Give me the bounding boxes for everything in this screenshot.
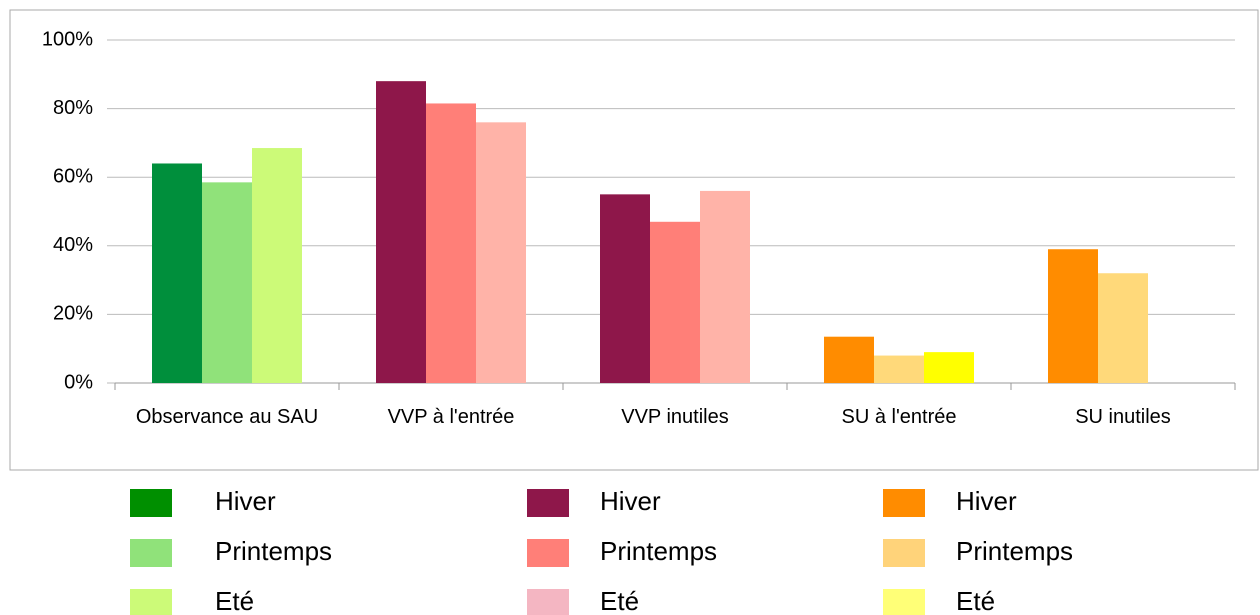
bar bbox=[824, 336, 874, 383]
legend-swatch bbox=[527, 489, 569, 517]
legend-swatch bbox=[527, 589, 569, 615]
legend-swatch bbox=[883, 589, 925, 615]
x-tick-label: VVP inutiles bbox=[621, 406, 729, 428]
x-tick-label: SU inutiles bbox=[1075, 406, 1171, 428]
bar bbox=[426, 103, 476, 383]
bar bbox=[252, 148, 302, 383]
bar bbox=[600, 194, 650, 383]
legend-label: Eté bbox=[956, 586, 995, 615]
legend-swatch bbox=[130, 489, 172, 517]
y-tick-label: 80% bbox=[53, 97, 93, 119]
legend-swatch bbox=[883, 539, 925, 567]
x-tick-label: VVP à l'entrée bbox=[387, 406, 515, 428]
plot-frame bbox=[9, 9, 1259, 471]
y-tick-label: 0% bbox=[64, 371, 93, 393]
legend-label: Printemps bbox=[215, 536, 332, 566]
y-tick-label: 20% bbox=[53, 303, 93, 325]
x-tick-label: Observance au SAU bbox=[135, 406, 319, 428]
bar bbox=[202, 182, 252, 383]
legend-label: Hiver bbox=[956, 486, 1017, 516]
legend-swatch bbox=[130, 539, 172, 567]
bar bbox=[1048, 249, 1098, 383]
bar bbox=[924, 352, 974, 383]
bar bbox=[650, 221, 700, 383]
legend-label: Printemps bbox=[600, 536, 717, 566]
bar bbox=[152, 163, 202, 383]
legend-label: Eté bbox=[600, 586, 639, 615]
legend-swatch bbox=[130, 589, 172, 615]
y-tick-label: 100% bbox=[42, 28, 93, 50]
bar bbox=[700, 190, 750, 383]
legend-swatch bbox=[527, 539, 569, 567]
bar bbox=[376, 81, 426, 383]
bar bbox=[476, 122, 526, 383]
bar bbox=[1098, 273, 1148, 383]
legend-label: Hiver bbox=[600, 486, 661, 516]
legend-label: Eté bbox=[215, 586, 254, 615]
legend-label: Hiver bbox=[215, 486, 276, 516]
bar bbox=[874, 355, 924, 383]
x-tick-label: SU à l'entrée bbox=[841, 406, 957, 428]
legend-label: Printemps bbox=[956, 536, 1073, 566]
y-tick-label: 60% bbox=[53, 165, 93, 187]
legend-swatch bbox=[883, 489, 925, 517]
y-tick-label: 40% bbox=[53, 234, 93, 256]
